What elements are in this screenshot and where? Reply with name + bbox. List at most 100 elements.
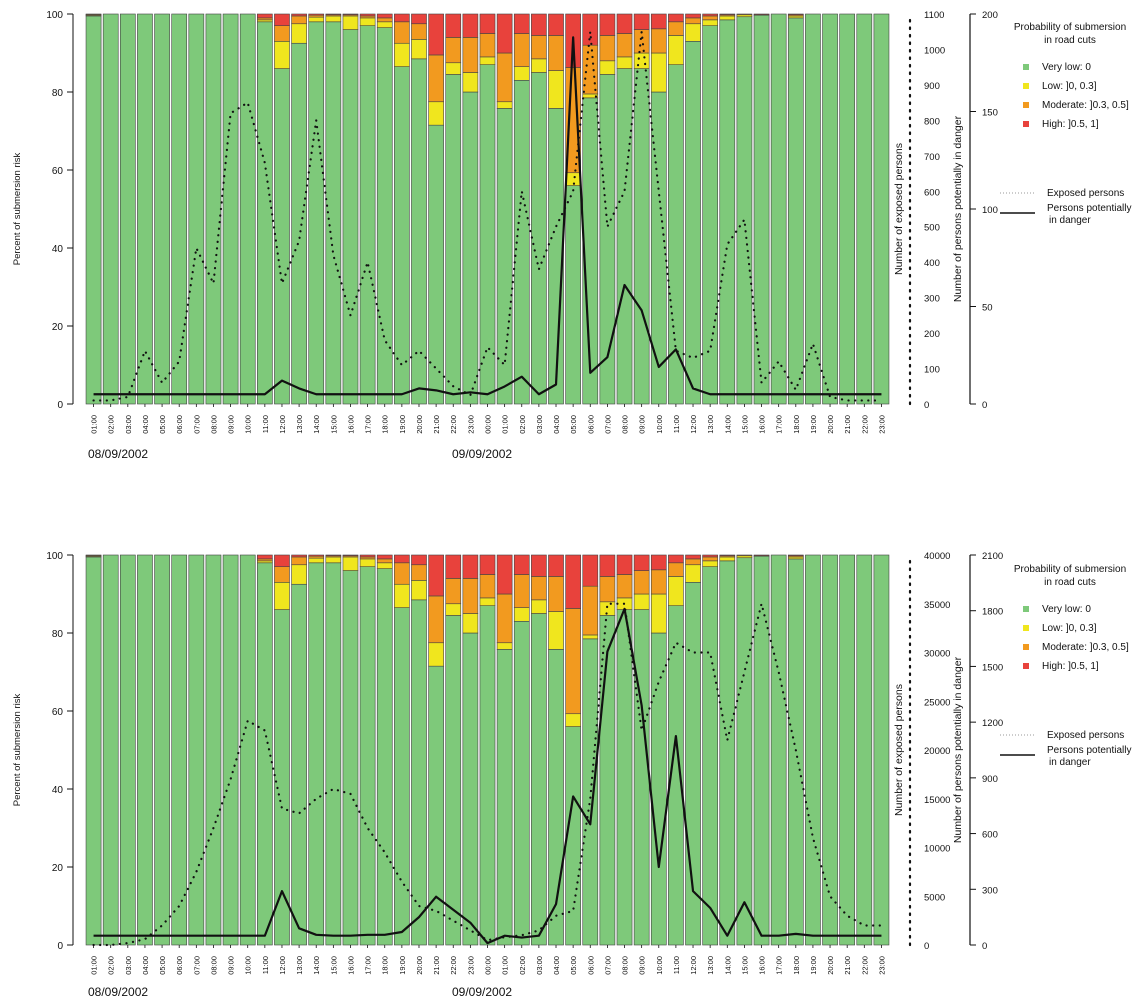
x-tick-label: 05:00 xyxy=(569,956,578,975)
x-axis: 01:00 02:00 03:00 04:00 05:00 06:00 07:00 08:00… xyxy=(88,945,886,999)
bar-segment-low xyxy=(359,17,376,26)
x-tick-label: 02:00 xyxy=(107,415,116,434)
x-tick-label: 17:00 xyxy=(775,415,784,434)
bar-segment-high xyxy=(616,554,633,575)
bar-segment-high xyxy=(582,13,599,46)
bar-segment-high xyxy=(359,554,376,558)
x-tick-label: 02:00 xyxy=(518,415,527,434)
bar-segment-moderate xyxy=(274,25,290,42)
bar-segment-very_low xyxy=(633,609,650,946)
x-tick-label: 16:00 xyxy=(346,415,355,434)
x-tick-label: 05:00 xyxy=(569,415,578,434)
bar-segment-low xyxy=(342,15,359,30)
bar-segment-high xyxy=(325,554,342,557)
bar-segment-low xyxy=(531,599,547,614)
y2-axis: 0 5000 10000 15000 20000 25000 30000 35000 40000… xyxy=(893,551,950,952)
bar-segment-moderate xyxy=(394,21,410,44)
bar-segment-high xyxy=(445,554,462,579)
bar-segment-very_low xyxy=(411,599,427,946)
bar-segment-very_low xyxy=(291,583,307,946)
y2-tick-label: 5000 xyxy=(924,892,945,903)
y2-tick-label: 0 xyxy=(924,941,929,952)
date-label-day2: 09/09/2002 xyxy=(452,985,512,999)
x-tick-label: 04:00 xyxy=(141,956,150,975)
bar-segment-high xyxy=(582,554,599,587)
bar-segment-low xyxy=(531,58,547,73)
bar-segment-high xyxy=(325,13,342,16)
y-axis-title: Percent of submersion risk xyxy=(12,153,23,266)
x-tick-label: 03:00 xyxy=(535,415,544,434)
bar-segment-low xyxy=(633,52,650,69)
y3-tick-label: 0 xyxy=(982,400,987,411)
bar-segment-high xyxy=(719,554,736,557)
bar-segment-high xyxy=(291,13,307,17)
y3-tick-label: 2100 xyxy=(982,551,1003,562)
bar-segment-low xyxy=(702,560,718,567)
y-tick-label: 0 xyxy=(57,400,63,411)
bar-segment-low xyxy=(616,56,633,69)
y2-tick-label: 500 xyxy=(924,223,940,234)
bar-segment-moderate xyxy=(668,562,684,577)
y2-tick-label: 700 xyxy=(924,152,940,163)
bar-segment-very_low xyxy=(496,108,513,405)
bar-segment-very_low xyxy=(274,68,290,405)
bar-segment-high xyxy=(342,13,359,16)
bar-segment-low xyxy=(274,581,290,610)
y-tick-label: 20 xyxy=(52,863,64,874)
bar-segment-low xyxy=(599,60,616,75)
x-tick-label: 15:00 xyxy=(329,956,338,975)
bars-group xyxy=(85,554,890,946)
x-tick-label: 17:00 xyxy=(364,956,373,975)
bar-segment-high xyxy=(531,13,547,36)
y-tick-label: 100 xyxy=(46,10,63,21)
y2-tick-label: 900 xyxy=(924,81,940,92)
bar-segment-high xyxy=(685,554,701,560)
x-tick-label: 11:00 xyxy=(261,956,270,974)
legend-label-moderate: Moderate: ]0.3, 0.5] xyxy=(1042,100,1129,111)
bar-segment-very_low xyxy=(222,13,239,405)
bar-segment-moderate xyxy=(736,554,753,557)
y2-tick-label: 1100 xyxy=(924,10,944,21)
bar-segment-moderate xyxy=(479,33,496,58)
x-tick-label: 08:00 xyxy=(621,956,630,975)
y3-axis-title: Number of persons potentially in danger xyxy=(952,115,964,302)
legend-swatch-very_low xyxy=(1023,606,1029,612)
bar-segment-low xyxy=(719,15,736,21)
bar-segment-very_low xyxy=(839,554,856,946)
x-tick-label: 10:00 xyxy=(244,956,253,975)
y3-axis: 0 50 100 150 200 Number of persons potentiall… xyxy=(952,10,998,411)
x-tick-label: 13:00 xyxy=(295,956,304,975)
line-persons-in-danger xyxy=(93,607,882,945)
y2-tick-label: 25000 xyxy=(924,697,950,708)
bar-segment-high xyxy=(513,554,530,575)
bar-segment-very_low xyxy=(256,21,273,405)
bar-segment-moderate xyxy=(462,578,479,614)
y3-tick-label: 1200 xyxy=(982,718,1003,729)
y3-tick-label: 100 xyxy=(982,205,998,216)
line-persons-in-danger xyxy=(93,36,882,396)
legend-swatch-high xyxy=(1023,121,1029,127)
bar-segment-very_low xyxy=(205,13,222,405)
bar-segment-moderate xyxy=(291,556,307,566)
bar-segment-moderate xyxy=(376,17,393,23)
x-tick-label: 13:00 xyxy=(706,415,715,434)
bar-segment-very_low xyxy=(753,14,770,405)
bar-segment-very_low xyxy=(873,554,890,946)
y2-tick-label: 400 xyxy=(924,258,940,269)
bar-segment-low xyxy=(359,558,376,568)
bar-segment-high xyxy=(513,13,530,34)
x-tick-label: 15:00 xyxy=(740,415,749,434)
bar-segment-very_low xyxy=(856,554,873,946)
x-tick-label: 20:00 xyxy=(415,415,424,434)
bar-segment-very_low xyxy=(222,554,239,946)
line-exposed-persons xyxy=(92,30,883,402)
bar-segment-very_low xyxy=(822,554,838,946)
bar-segment-low xyxy=(479,56,496,66)
x-tick-label: 19:00 xyxy=(398,956,407,975)
legend-title: Probability of submersion xyxy=(1014,22,1126,33)
bar-segment-very_low xyxy=(256,562,273,946)
bar-segment-very_low xyxy=(154,554,170,946)
legend-label-high: High: ]0.5, 1] xyxy=(1042,661,1099,672)
bar-segment-low xyxy=(445,603,462,616)
